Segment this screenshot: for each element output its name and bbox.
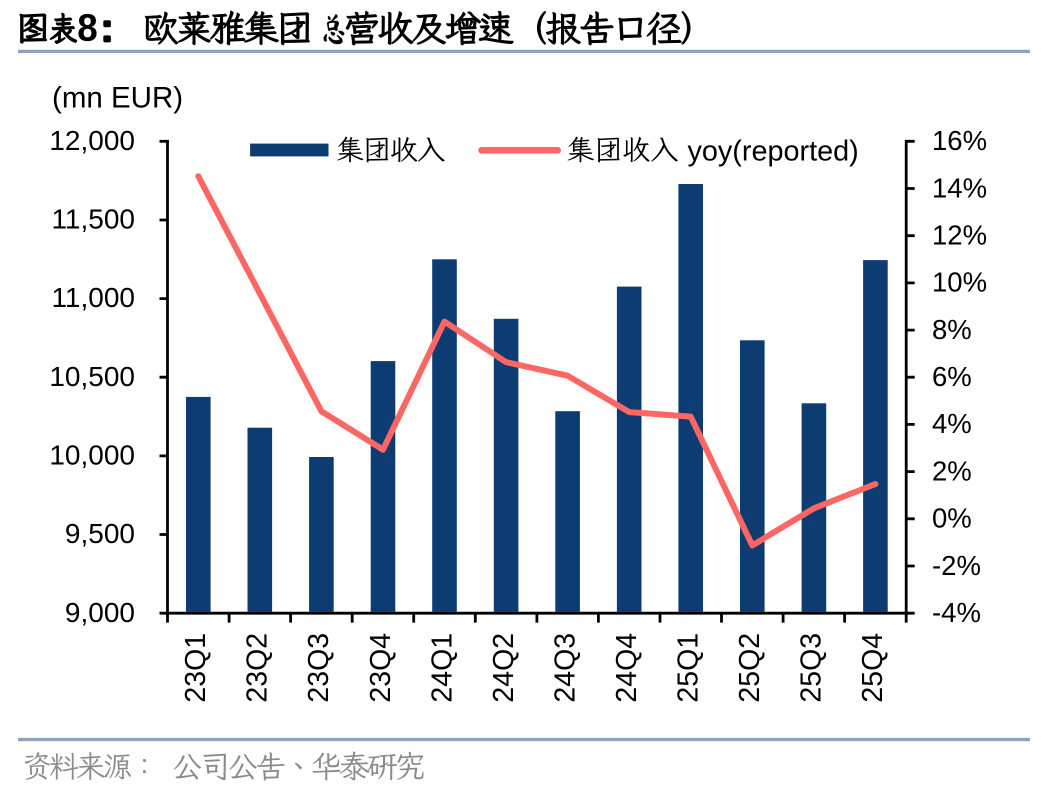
svg-text:12,000: 12,000 — [49, 125, 135, 156]
svg-text:10,000: 10,000 — [49, 440, 135, 471]
svg-text:11,000: 11,000 — [51, 282, 135, 313]
svg-text:12%: 12% — [932, 220, 987, 251]
svg-text:4%: 4% — [932, 408, 972, 439]
svg-text:24Q2: 24Q2 — [488, 633, 520, 703]
svg-text:24Q3: 24Q3 — [549, 633, 581, 703]
svg-text:(mn EUR): (mn EUR) — [52, 82, 183, 115]
svg-text:yoy(reported): yoy(reported) — [688, 135, 859, 167]
svg-text:9,000: 9,000 — [65, 597, 135, 628]
svg-text:6%: 6% — [932, 361, 972, 392]
svg-text:25Q1: 25Q1 — [673, 633, 705, 703]
svg-text:10,500: 10,500 — [49, 361, 135, 392]
svg-text:24Q1: 24Q1 — [426, 633, 458, 703]
svg-text:0%: 0% — [932, 503, 972, 534]
svg-text:2%: 2% — [932, 455, 972, 486]
svg-text:23Q4: 23Q4 — [365, 633, 397, 703]
svg-text:23Q2: 23Q2 — [242, 633, 274, 703]
svg-text:25Q3: 25Q3 — [796, 633, 828, 703]
svg-text:-4%: -4% — [932, 597, 981, 628]
svg-text:11,500: 11,500 — [51, 204, 135, 235]
svg-text:16%: 16% — [932, 125, 987, 156]
svg-text:10%: 10% — [932, 267, 987, 298]
svg-text:25Q4: 25Q4 — [857, 633, 889, 703]
svg-text:8%: 8% — [932, 314, 972, 345]
svg-text:25Q2: 25Q2 — [734, 633, 766, 703]
svg-text:23Q1: 23Q1 — [180, 633, 212, 703]
svg-text:14%: 14% — [932, 172, 987, 203]
svg-text:23Q3: 23Q3 — [303, 633, 335, 703]
svg-text:24Q4: 24Q4 — [611, 633, 643, 703]
svg-text:-2%: -2% — [932, 550, 981, 581]
svg-text:9,500: 9,500 — [65, 518, 135, 549]
